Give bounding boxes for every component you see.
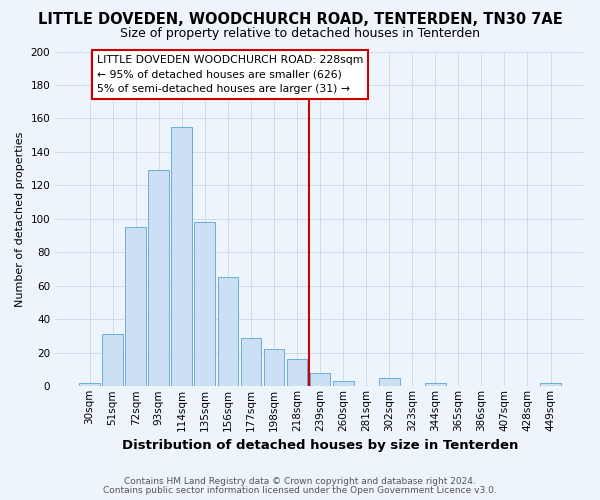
Bar [540,383,561,386]
Bar [194,222,215,386]
Bar [102,334,123,386]
Bar [310,373,331,386]
Bar [148,170,169,386]
Bar [79,383,100,386]
Text: LITTLE DOVEDEN, WOODCHURCH ROAD, TENTERDEN, TN30 7AE: LITTLE DOVEDEN, WOODCHURCH ROAD, TENTERD… [38,12,562,28]
Text: Contains HM Land Registry data © Crown copyright and database right 2024.: Contains HM Land Registry data © Crown c… [124,477,476,486]
Text: Size of property relative to detached houses in Tenterden: Size of property relative to detached ho… [120,28,480,40]
Bar [218,278,238,386]
Text: Contains public sector information licensed under the Open Government Licence v3: Contains public sector information licen… [103,486,497,495]
Bar [425,383,446,386]
Bar [172,127,192,386]
Text: LITTLE DOVEDEN WOODCHURCH ROAD: 228sqm
← 95% of detached houses are smaller (626: LITTLE DOVEDEN WOODCHURCH ROAD: 228sqm ←… [97,55,363,94]
Bar [125,228,146,386]
Bar [263,350,284,387]
Bar [287,360,307,386]
Bar [241,338,262,386]
Y-axis label: Number of detached properties: Number of detached properties [15,131,25,306]
Bar [379,378,400,386]
Bar [333,381,353,386]
X-axis label: Distribution of detached houses by size in Tenterden: Distribution of detached houses by size … [122,440,518,452]
